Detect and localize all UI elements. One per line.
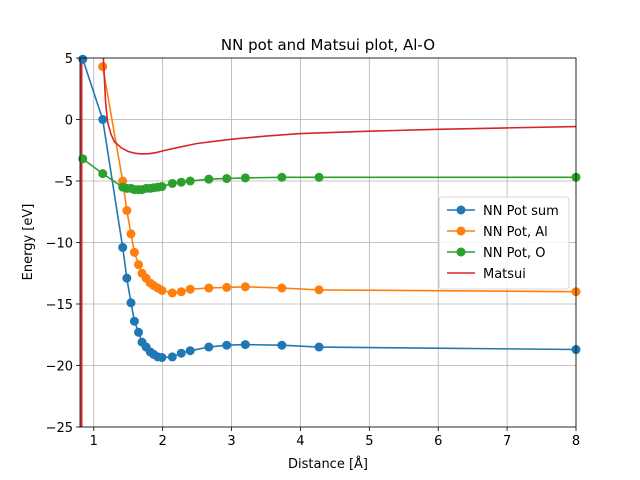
data-point	[98, 169, 108, 179]
legend-label: Matsui	[483, 267, 526, 282]
y-tick-label: −20	[46, 360, 73, 375]
legend-swatch-marker	[456, 205, 466, 215]
data-point	[185, 284, 195, 294]
legend-item: Matsui	[447, 267, 526, 282]
data-point	[134, 260, 144, 270]
data-point	[122, 206, 132, 216]
x-tick-label: 4	[296, 434, 304, 449]
data-point	[167, 352, 177, 362]
data-point	[134, 327, 144, 337]
legend-item: NN Pot sum	[447, 204, 559, 219]
data-point	[78, 154, 88, 164]
legend-label: NN Pot sum	[483, 204, 559, 219]
data-point	[240, 340, 250, 350]
grid	[80, 57, 577, 428]
data-point	[277, 340, 287, 350]
data-point	[176, 287, 186, 297]
y-tick-label: −10	[46, 237, 73, 252]
y-ticks: 5 0 −5 −10 −15 −20 −25	[46, 52, 80, 436]
data-point	[126, 298, 136, 308]
x-tick-label: 3	[227, 434, 235, 449]
chart-title: NN pot and Matsui plot, Al-O	[221, 36, 435, 54]
data-point	[222, 174, 232, 184]
y-tick-label: 0	[65, 114, 73, 129]
data-point	[118, 242, 128, 252]
data-point	[129, 316, 139, 326]
legend-swatch-marker	[456, 226, 466, 236]
x-tick-label: 5	[365, 434, 373, 449]
data-point	[176, 177, 186, 187]
data-point	[126, 229, 136, 239]
legend-box	[438, 196, 570, 290]
data-point	[314, 285, 324, 295]
y-tick-label: −5	[54, 175, 73, 190]
data-point	[157, 182, 167, 192]
series-matsui	[102, 57, 577, 155]
data-point	[98, 62, 108, 72]
series-nn-pot-sum	[78, 54, 581, 363]
legend-item: NN Pot, Al	[447, 225, 548, 240]
data-point	[314, 342, 324, 352]
data-point	[167, 178, 177, 188]
x-tick-label: 8	[572, 434, 580, 449]
data-point	[129, 247, 139, 257]
x-tick-label: 2	[159, 434, 167, 449]
x-tick-label: 7	[503, 434, 511, 449]
x-axis-label: Distance [Å]	[288, 456, 368, 472]
data-point	[222, 340, 232, 350]
data-point	[185, 346, 195, 356]
series-nn-pot-o	[78, 154, 581, 195]
data-point	[122, 273, 132, 283]
data-point	[277, 172, 287, 182]
data-point	[167, 288, 177, 298]
data-point	[222, 282, 232, 292]
data-point	[157, 285, 167, 295]
data-point	[204, 174, 214, 184]
x-ticks: 1 2 3 4 5 6 7 8	[90, 427, 580, 449]
data-point	[118, 176, 128, 186]
legend-swatch-marker	[456, 247, 466, 257]
data-point	[78, 54, 88, 64]
series-line	[102, 57, 577, 155]
data-point	[240, 282, 250, 292]
legend: NN Pot sum NN Pot, Al NN Pot, O Matsui	[438, 196, 570, 290]
data-point	[98, 115, 108, 124]
y-axis-label: Energy [eV]	[21, 204, 36, 281]
x-tick-label: 1	[90, 434, 98, 449]
series-nn-pot-al	[98, 62, 581, 298]
legend-label: NN Pot, Al	[483, 225, 548, 240]
data-point	[204, 342, 214, 352]
x-tick-label: 6	[434, 434, 442, 449]
data-point	[185, 176, 195, 186]
legend-label: NN Pot, O	[483, 246, 546, 261]
y-tick-label: −25	[46, 421, 73, 436]
series-layer	[78, 54, 581, 363]
y-tick-label: −15	[46, 298, 73, 313]
legend-item: NN Pot, O	[447, 246, 546, 261]
data-point	[176, 348, 186, 358]
data-point	[314, 172, 324, 182]
y-tick-label: 5	[65, 52, 73, 67]
data-point	[204, 283, 214, 293]
data-point	[157, 353, 167, 363]
data-point	[277, 283, 287, 293]
data-point	[240, 173, 250, 183]
